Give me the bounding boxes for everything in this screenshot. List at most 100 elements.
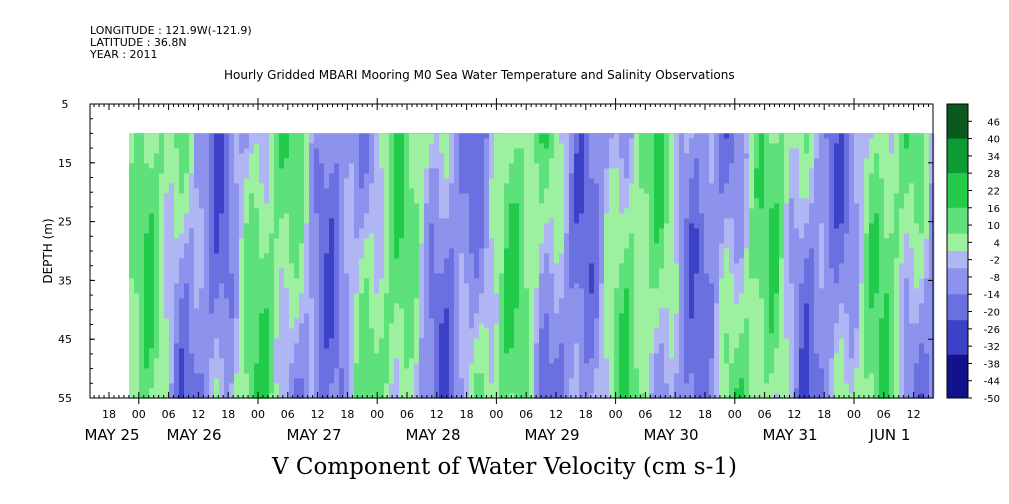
heatmap-cell [344, 248, 350, 254]
heatmap-cell [134, 353, 140, 359]
heatmap-cell [184, 143, 190, 149]
heatmap-cell [399, 373, 405, 379]
heatmap-cell [549, 358, 555, 364]
heatmap-cell [594, 163, 600, 169]
heatmap-cell [209, 298, 215, 304]
heatmap-cell [259, 253, 265, 259]
heatmap-cell [164, 373, 170, 379]
heatmap-cell [224, 298, 230, 304]
heatmap-cell [504, 293, 510, 299]
heatmap-cell [249, 223, 255, 229]
heatmap-cell [439, 133, 445, 139]
heatmap-cell [259, 233, 265, 239]
heatmap-cell [519, 173, 525, 179]
heatmap-cell [514, 383, 520, 389]
heatmap-cell [504, 338, 510, 344]
heatmap-cell [424, 188, 430, 194]
heatmap-cell [469, 308, 475, 314]
heatmap-cell [409, 318, 415, 324]
heatmap-cell [239, 138, 245, 144]
heatmap-cell [254, 173, 260, 179]
heatmap-cell [234, 228, 240, 234]
heatmap-cell [254, 348, 260, 354]
heatmap-cell [599, 143, 605, 149]
heatmap-cell [464, 248, 470, 254]
heatmap-cell [464, 173, 470, 179]
heatmap-cell [464, 133, 470, 139]
heatmap-cell [469, 193, 475, 199]
heatmap-cell [524, 358, 530, 364]
heatmap-cell [139, 203, 145, 209]
heatmap-cell [559, 338, 565, 344]
heatmap-cell [309, 268, 315, 274]
heatmap-cell [429, 158, 435, 164]
heatmap-cell [534, 133, 540, 139]
heatmap-cell [169, 223, 175, 229]
heatmap-cell [294, 193, 300, 199]
heatmap-cell [224, 303, 230, 309]
heatmap-cell [459, 138, 465, 144]
heatmap-cell [224, 363, 230, 369]
heatmap-cell [194, 208, 200, 214]
heatmap-cell [189, 373, 195, 379]
heatmap-cell [534, 258, 540, 264]
heatmap-cell [459, 383, 465, 389]
heatmap-cell [394, 143, 400, 149]
heatmap-cell [529, 173, 535, 179]
heatmap-cell [179, 238, 185, 244]
heatmap-cell [524, 248, 530, 254]
heatmap-cell [409, 243, 415, 249]
heatmap-cell [534, 278, 540, 284]
heatmap-cell [309, 213, 315, 219]
heatmap-cell [464, 268, 470, 274]
heatmap-cell [134, 333, 140, 339]
heatmap-cell [194, 313, 200, 319]
heatmap-cell [584, 393, 590, 399]
heatmap-cell [379, 318, 385, 324]
heatmap-cell [134, 368, 140, 374]
heatmap-cell [209, 333, 215, 339]
heatmap-cell [409, 248, 415, 254]
heatmap-cell [419, 183, 425, 189]
heatmap-cell [289, 323, 295, 329]
heatmap-cell [219, 223, 225, 229]
heatmap-cell [449, 148, 455, 154]
heatmap-cell [399, 288, 405, 294]
heatmap-cell [139, 213, 145, 219]
heatmap-cell [164, 308, 170, 314]
heatmap-cell [299, 338, 305, 344]
heatmap-cell [304, 373, 310, 379]
heatmap-cell [289, 263, 295, 269]
heatmap-cell [459, 233, 465, 239]
heatmap-cell [189, 203, 195, 209]
heatmap-cell [299, 233, 305, 239]
heatmap-cell [404, 158, 410, 164]
heatmap-cell [494, 188, 500, 194]
heatmap-cell [404, 368, 410, 374]
heatmap-cell [574, 203, 580, 209]
heatmap-cell [454, 263, 460, 269]
heatmap-cell [219, 383, 225, 389]
heatmap-cell [444, 313, 450, 319]
heatmap-cell [329, 338, 335, 344]
heatmap-cell [199, 148, 205, 154]
heatmap-cell [229, 308, 235, 314]
heatmap-cell [189, 223, 195, 229]
heatmap-cell [309, 243, 315, 249]
heatmap-cell [484, 348, 490, 354]
heatmap-cell [264, 173, 270, 179]
heatmap-cell [414, 198, 420, 204]
heatmap-cell [164, 258, 170, 264]
heatmap-cell [184, 188, 190, 194]
heatmap-cell [269, 163, 275, 169]
heatmap-cell [154, 313, 160, 319]
heatmap-cell [369, 213, 375, 219]
heatmap-cell [154, 263, 160, 269]
heatmap-cell [504, 208, 510, 214]
heatmap-cell [289, 168, 295, 174]
heatmap-cell [424, 238, 430, 244]
heatmap-cell [329, 368, 335, 374]
heatmap-cell [379, 168, 385, 174]
heatmap-cell [214, 233, 220, 239]
heatmap-cell [314, 353, 320, 359]
